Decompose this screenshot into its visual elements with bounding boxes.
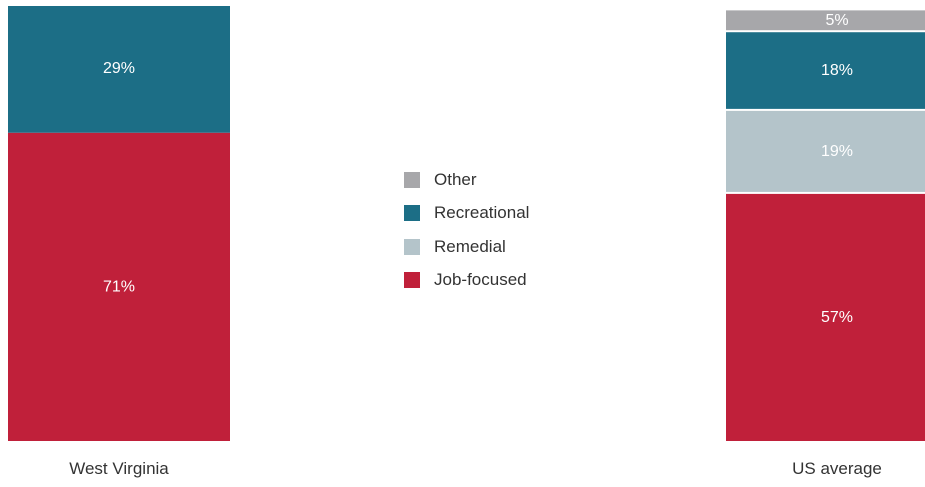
legend-label-job-focused: Job-focused — [434, 270, 527, 290]
data-label-us-average-recreational: 18% — [821, 62, 853, 79]
legend-swatch-remedial — [404, 238, 420, 255]
legend-label-recreational: Recreational — [434, 203, 530, 223]
legend-item-other: Other — [404, 163, 529, 197]
bar-segment-west-virginia-job-focused — [8, 132, 230, 442]
data-label-west-virginia-job-focused: 71% — [103, 278, 135, 295]
data-label-us-average-other: 5% — [825, 12, 848, 29]
bar-segment-us-average-remedial — [726, 110, 925, 192]
data-label-west-virginia-recreational: 29% — [103, 60, 135, 77]
legend-label-remedial: Remedial — [434, 236, 506, 256]
data-label-us-average-remedial: 19% — [821, 143, 853, 160]
legend-swatch-recreational — [404, 205, 420, 222]
legend-item-recreational: Recreational — [404, 197, 529, 231]
legend-swatch-other — [404, 171, 420, 188]
bar-segment-us-average-job-focused — [726, 193, 925, 441]
bar-segment-us-average-other — [726, 10, 925, 31]
legend-item-job-focused: Job-focused — [404, 264, 529, 298]
legend-item-remedial: Remedial — [404, 230, 529, 264]
bar-segment-us-average-recreational — [726, 32, 925, 109]
category-label-us-average: US average — [792, 459, 882, 478]
data-label-us-average-job-focused: 57% — [821, 309, 853, 326]
bar-segment-west-virginia-recreational — [8, 6, 230, 133]
category-label-west-virginia: West Virginia — [69, 459, 169, 478]
legend-swatch-job-focused — [404, 272, 420, 289]
legend: Other Recreational Remedial Job-focused — [404, 163, 529, 297]
legend-label-other: Other — [434, 169, 477, 189]
